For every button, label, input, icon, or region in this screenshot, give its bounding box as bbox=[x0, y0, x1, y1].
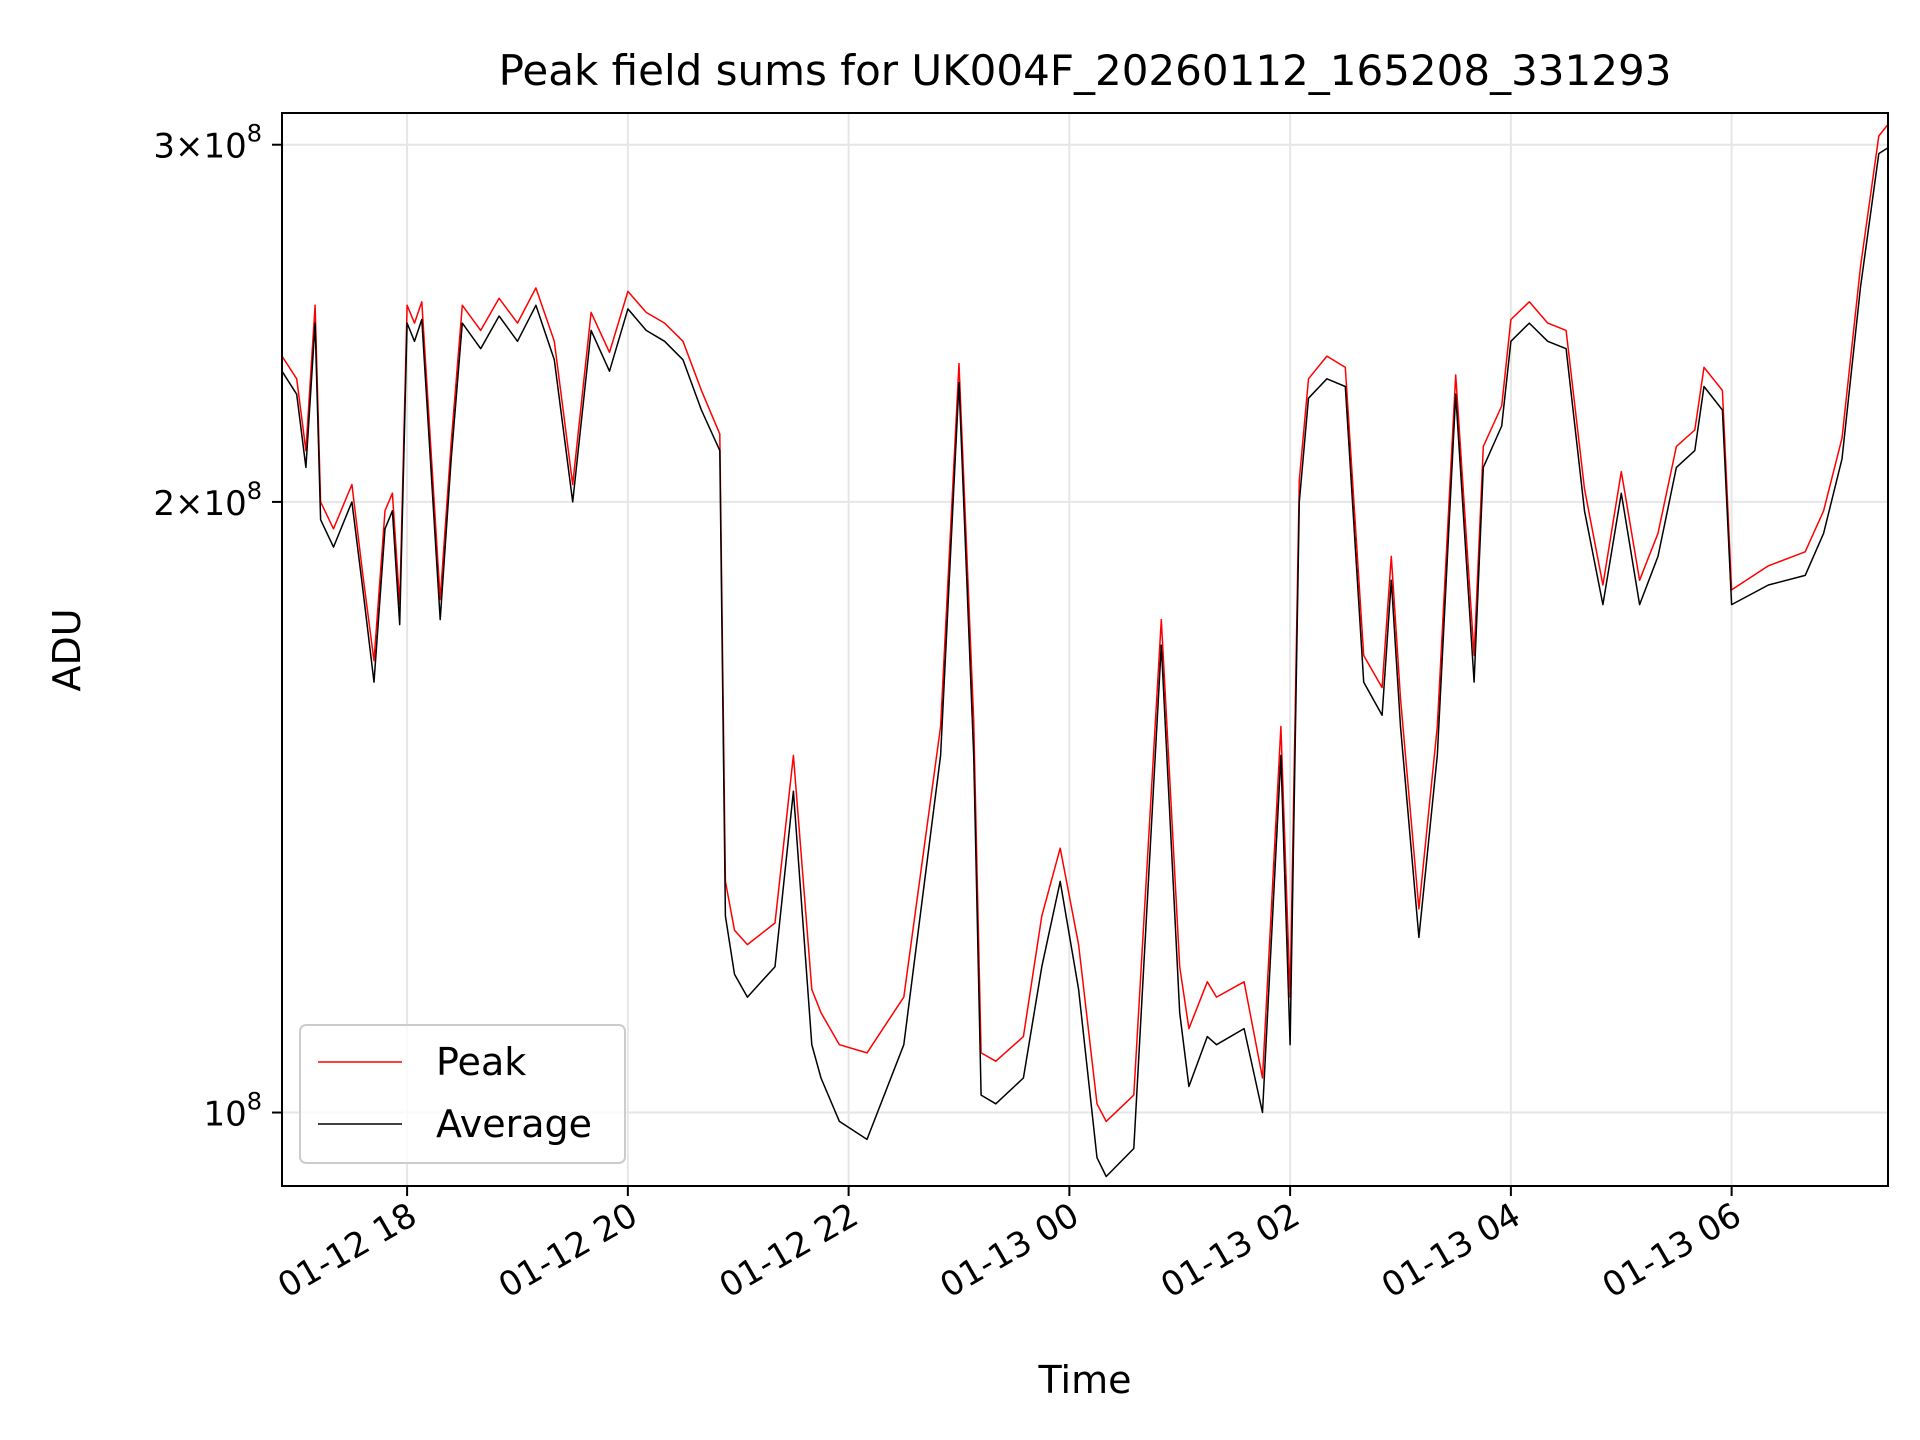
x-tick-label: 01-13 02 bbox=[1154, 1195, 1306, 1306]
x-axis: 01-12 18 01-12 20 01-12 22 01-13 00 01-13 02… bbox=[271, 1186, 1748, 1306]
y-axis-label: ADU bbox=[45, 608, 89, 691]
x-tick-label: 01-13 00 bbox=[933, 1195, 1085, 1306]
legend-box bbox=[299, 1024, 626, 1164]
series-peak-line bbox=[281, 123, 1889, 1123]
series-average-line bbox=[281, 147, 1889, 1178]
legend: Peak Average bbox=[299, 1024, 626, 1164]
x-tick-label: 01-13 06 bbox=[1596, 1195, 1748, 1306]
legend-peak-label: Peak bbox=[436, 1040, 526, 1084]
series-lines bbox=[281, 123, 1889, 1178]
x-tick-label: 01-13 04 bbox=[1375, 1195, 1527, 1306]
x-tick-label: 01-12 22 bbox=[713, 1195, 865, 1306]
x-tick-label: 01-12 20 bbox=[492, 1195, 644, 1306]
y-tick-label: 3×108 bbox=[153, 120, 262, 167]
legend-average-label: Average bbox=[436, 1102, 592, 1146]
x-tick-label: 01-12 18 bbox=[271, 1195, 423, 1306]
x-axis-label: Time bbox=[1038, 1358, 1132, 1402]
plot-frame bbox=[281, 112, 1889, 1187]
y-tick-label: 2×108 bbox=[153, 477, 262, 524]
chart-title: Peak field sums for UK004F_20260112_1652… bbox=[499, 46, 1672, 95]
y-axis: 108 2×108 3×108 bbox=[153, 120, 282, 1135]
y-tick-label: 108 bbox=[203, 1088, 262, 1135]
